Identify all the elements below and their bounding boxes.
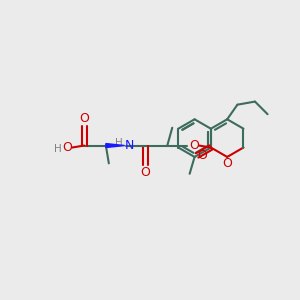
Text: O: O (222, 158, 232, 170)
Text: O: O (141, 166, 150, 179)
Text: N: N (125, 139, 134, 152)
Text: H: H (115, 138, 123, 148)
Text: O: O (79, 112, 89, 125)
Text: O: O (189, 139, 199, 152)
Polygon shape (106, 144, 125, 148)
Text: O: O (62, 141, 72, 154)
Text: O: O (197, 149, 207, 162)
Text: H: H (54, 143, 62, 154)
